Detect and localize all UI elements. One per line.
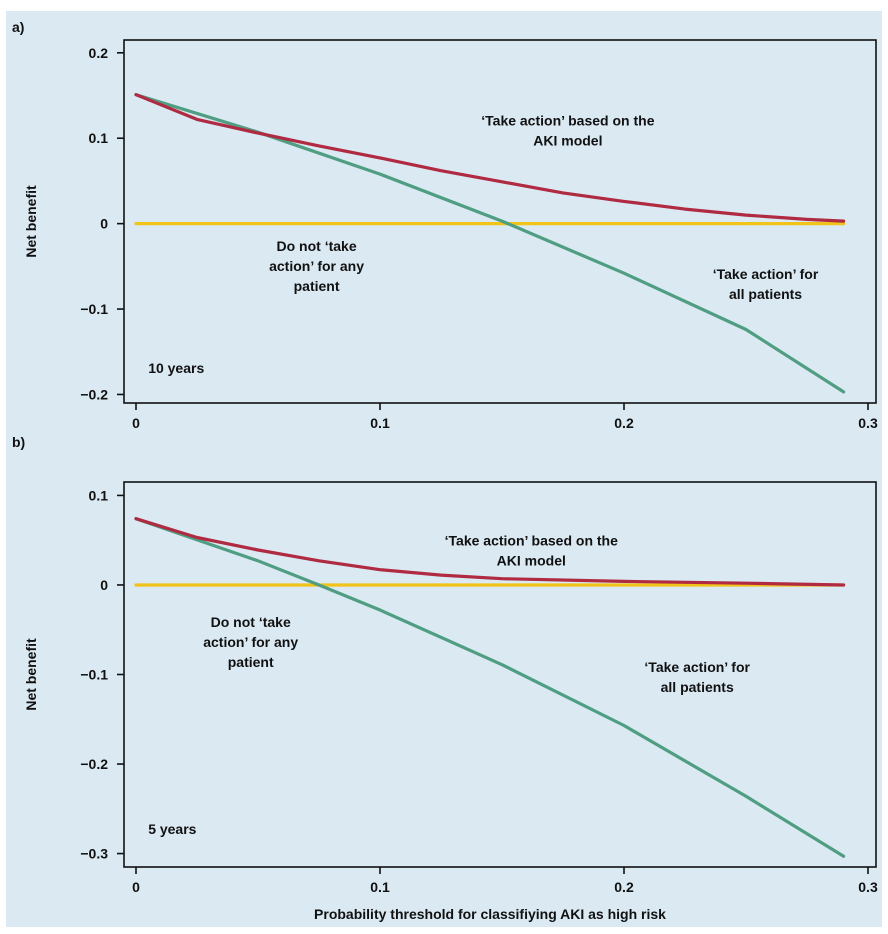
- panel-a-ytick-label: −0.1: [80, 301, 108, 317]
- panel-a-xtick-label: 0.2: [614, 415, 634, 431]
- panel-b-ytick-label: −0.3: [80, 846, 108, 862]
- panel-a-xtick-label: 0.3: [858, 415, 878, 431]
- panel-b-annotation-none: patient: [228, 654, 274, 670]
- panel-b-xtick-label: 0: [132, 879, 140, 895]
- panel-b-xtick-label: 0.2: [614, 879, 634, 895]
- panel-b-annotation-none: Do not ‘take: [211, 614, 291, 630]
- panel-b-annotation-all: ‘Take action’ for: [644, 659, 750, 675]
- panel-a-plot-frame: [123, 39, 877, 404]
- panel-a-annotation-model: AKI model: [533, 132, 602, 148]
- panel-b-label: b): [12, 434, 25, 450]
- panel-b-y-axis-title: Net benefit: [23, 638, 39, 711]
- panel-a-annotation-all: ‘Take action’ for: [713, 266, 819, 282]
- panel-b-xtick-label: 0.3: [858, 879, 878, 895]
- panel-b-annotation-none: action’ for any: [203, 634, 298, 650]
- panel-a-annotation-model: ‘Take action’ based on the: [481, 112, 654, 128]
- figure-panel: a) −0.2 −0.1 0 0.1 0.2 0 0.1 0.2 0.3 Net benefit ‘T…: [6, 11, 882, 927]
- panel-a-ytick-label: 0.1: [89, 130, 109, 146]
- panel-b-series-all-line: [134, 517, 846, 858]
- net-benefit-charts: a) −0.2 −0.1 0 0.1 0.2 0 0.1 0.2 0.3 Net benefit ‘T…: [12, 19, 878, 922]
- panel-b-annotation-model: ‘Take action’ based on the: [445, 533, 618, 549]
- panel-b-xtick-label: 0.1: [370, 879, 390, 895]
- panel-b-ytick-label: −0.1: [80, 667, 108, 683]
- panel-a-label: a): [12, 19, 24, 35]
- panel-a-ytick-label: −0.2: [80, 386, 108, 402]
- panel-b-ytick-label: −0.2: [80, 756, 108, 772]
- panel-b-annotation-years: 5 years: [148, 821, 196, 837]
- panel-b-ytick-label: 0: [100, 577, 108, 593]
- panel-b-series-model-line: [134, 517, 846, 587]
- panel-a-series-model-line: [134, 93, 846, 223]
- panel-a-xtick-label: 0: [132, 415, 140, 431]
- panel-b-annotation-model: AKI model: [497, 553, 566, 569]
- panel-a-y-axis-title: Net benefit: [23, 185, 39, 258]
- panel-a-annotation-all: all patients: [729, 286, 802, 302]
- panel-a-ytick-label: 0.2: [89, 45, 109, 61]
- panel-a-annotation-none: Do not ‘take: [276, 238, 356, 254]
- panel-a-annotation-none: patient: [294, 278, 340, 294]
- panel-b-x-axis-title: Probability threshold for classifiying A…: [314, 906, 666, 922]
- panel-a-series-all-line: [134, 93, 846, 394]
- panel-a-annotation-years: 10 years: [148, 360, 204, 376]
- panel-a-xtick-label: 0.1: [370, 415, 390, 431]
- panel-b-annotation-all: all patients: [661, 679, 734, 695]
- panel-a-annotation-none: action’ for any: [269, 258, 364, 274]
- panel-a-ytick-label: 0: [100, 216, 108, 232]
- panel-b-ytick-label: 0.1: [89, 487, 109, 503]
